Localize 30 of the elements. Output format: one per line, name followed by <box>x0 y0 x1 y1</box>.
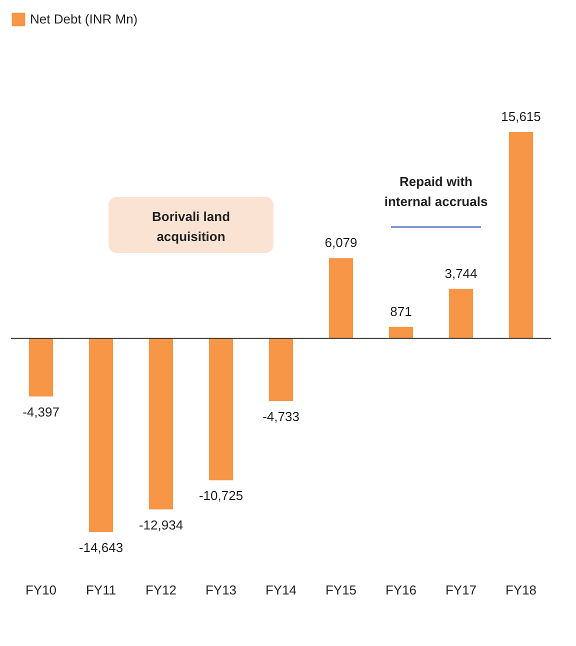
x-tick-label: FY15 <box>325 582 357 598</box>
x-tick-label: FY12 <box>145 582 177 598</box>
data-label: 3,744 <box>444 266 478 281</box>
bar <box>449 288 473 338</box>
bar <box>269 338 293 401</box>
data-label: -10,725 <box>198 488 244 504</box>
x-tick-label: FY10 <box>25 582 57 598</box>
annotation: Borivali land acquisition <box>152 209 230 244</box>
x-tick-label: FY11 <box>86 582 116 598</box>
data-label: 15,615 <box>501 109 541 124</box>
annotation: Repaid with internal accruals <box>384 174 488 209</box>
data-label: -12,934 <box>138 517 184 532</box>
legend-label: Net Debt (INR Mn) <box>30 12 138 26</box>
data-label: -4,733 <box>262 408 300 424</box>
bar <box>29 338 53 397</box>
x-tick-label: FY13 <box>205 582 237 598</box>
x-tick-label: FY18 <box>505 582 537 598</box>
x-tick-label: FY17 <box>445 582 477 598</box>
bar <box>89 338 113 532</box>
bar <box>209 338 233 480</box>
bar <box>329 258 353 338</box>
x-tick-label: FY16 <box>385 582 417 598</box>
bar <box>149 338 173 510</box>
data-label: 6,079 <box>324 235 358 250</box>
data-label: -14,643 <box>78 540 124 555</box>
data-label: -4,397 <box>22 404 60 420</box>
bar <box>389 326 413 338</box>
bar <box>509 132 533 338</box>
data-label: 871 <box>390 304 412 319</box>
x-tick-label: FY14 <box>265 582 297 598</box>
